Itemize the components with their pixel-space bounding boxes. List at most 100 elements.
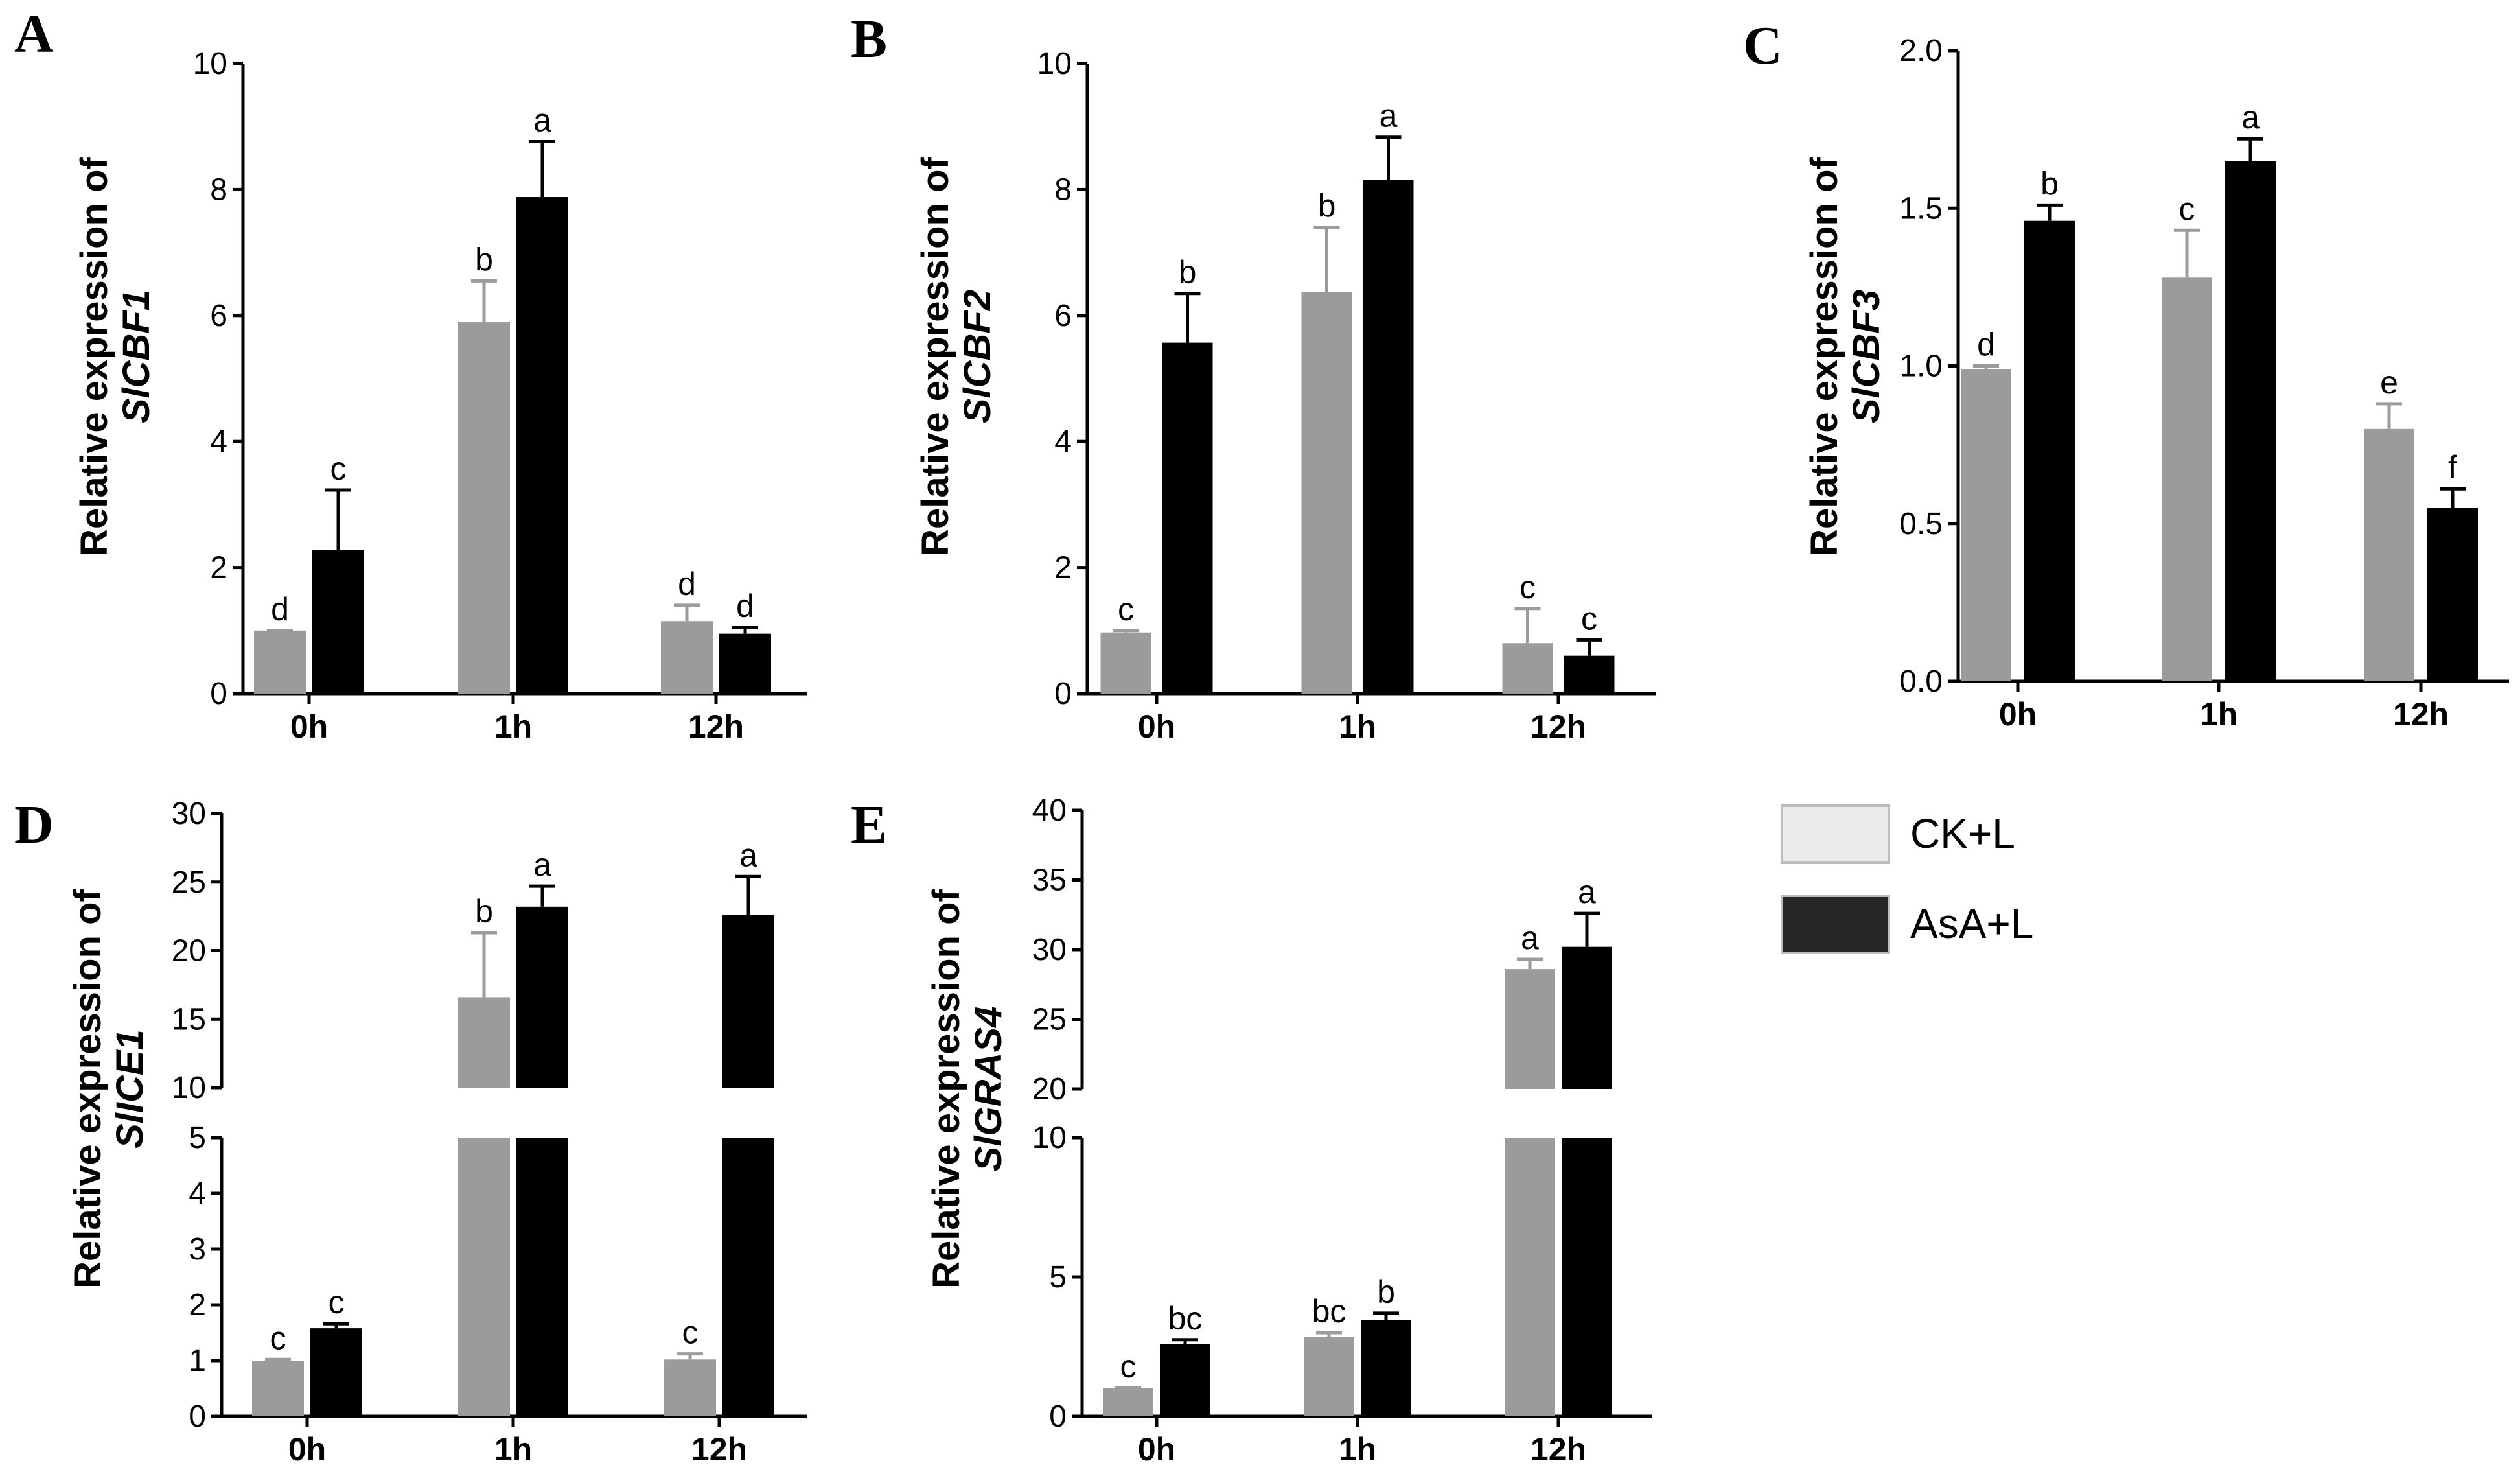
panel-e-bar-ck-0h: [1103, 1388, 1153, 1416]
panel-e-significance-letter: a: [1578, 874, 1596, 910]
panel-c-bar-asa-12h: [2427, 508, 2478, 681]
panel-e-letter: E: [851, 795, 887, 855]
panel-d-category-label: 12h: [691, 1431, 747, 1468]
panel-c-ylabel-line2: SlCBF3: [1845, 290, 1888, 423]
panel-c-significance-letter: b: [2040, 165, 2059, 202]
panel-d-significance-letter: c: [682, 1315, 699, 1351]
panel-e-y-tick-label: 35: [1032, 863, 1067, 898]
panel-a-bar-asa-12h: [719, 633, 771, 694]
panel-e-ylabel-line2: SlGRAS4: [967, 1007, 1010, 1172]
panel-c-bar-ck-0h: [1961, 369, 2011, 681]
panel-d-bar-asa-1h-upper: [516, 906, 568, 1088]
panel-b-category-label: 1h: [1339, 708, 1376, 745]
panel-c-significance-letter: e: [2380, 364, 2398, 401]
legend: CK+L AsA+L: [1781, 804, 2033, 954]
panel-d-bar-ck-1h-upper: [458, 997, 510, 1088]
panel-c-significance-letter: f: [2448, 449, 2457, 485]
panel-a-category-label: 0h: [290, 708, 328, 745]
panel-b-significance-letter: c: [1118, 591, 1134, 627]
panel-a-significance-letter: b: [475, 241, 493, 277]
panel-e-y-tick-label: 10: [1032, 1121, 1067, 1155]
panel-a-y-tick-label: 0: [210, 677, 227, 711]
panel-b-bar-ck-1h: [1301, 292, 1352, 694]
panel-a-bar-ck-0h: [254, 630, 306, 694]
panel-e-y-tick-label: 25: [1032, 1003, 1067, 1037]
panel-a-y-tick-label: 6: [210, 299, 227, 333]
panel-a-letter: A: [14, 4, 54, 64]
panel-b-category-label: 12h: [1531, 708, 1586, 745]
panel-d-y-tick-label: 4: [189, 1176, 206, 1211]
panel-b-ylabel-line1: Relative expression of: [914, 156, 956, 556]
panel-e-significance-letter: a: [1521, 920, 1539, 956]
panel-b-significance-letter: a: [1380, 98, 1398, 134]
panel-d-y-tick-label: 30: [172, 797, 206, 831]
panel-c-y-tick-label: 0.5: [1899, 507, 1943, 541]
panel-b-bar-ck-12h: [1502, 643, 1553, 694]
panel-b-y-tick-label: 4: [1054, 425, 1072, 459]
panel-e-significance-letter: c: [1120, 1348, 1137, 1385]
panel-c-y-tick-label: 1.0: [1899, 349, 1943, 384]
panel-b-significance-letter: b: [1179, 254, 1197, 290]
panel-b-y-tick-label: 8: [1054, 172, 1072, 207]
panel-b-significance-letter: b: [1318, 188, 1336, 224]
panel-a-ylabel-line1: Relative expression of: [73, 156, 115, 556]
panel-a-bar-asa-1h: [516, 197, 568, 694]
panel-b: B 0 2 4 6 8 10 0h c b 1h b a 12h c c Relative expression…: [851, 9, 1656, 745]
panel-d-y-tick-label: 25: [172, 865, 206, 900]
panel-c-category-label: 12h: [2393, 696, 2449, 732]
panel-b-y-tick-label: 10: [1037, 47, 1072, 81]
panel-a-significance-letter: a: [533, 102, 551, 139]
panel-a-y-tick-label: 8: [210, 172, 227, 207]
panel-b-bar-asa-1h: [1363, 180, 1414, 694]
panel-e-ylabel-line1: Relative expression of: [925, 889, 967, 1288]
panel-e-y-tick-label: 5: [1049, 1260, 1067, 1294]
panel-d-significance-letter: b: [475, 893, 493, 930]
panel-e-category-label: 0h: [1138, 1431, 1175, 1468]
panel-b-bar-ck-0h: [1100, 632, 1151, 694]
panel-b-y-tick-label: 6: [1054, 299, 1072, 333]
panel-d-significance-letter: a: [739, 837, 757, 873]
panel-d-category-label: 0h: [288, 1431, 326, 1468]
panel-d-bar-ck-1h-lower: [458, 1138, 510, 1416]
panel-d-y-tick-label: 3: [189, 1232, 206, 1267]
panel-c-significance-letter: d: [1977, 327, 1995, 363]
panel-d-y-tick-label: 15: [172, 1002, 206, 1036]
panel-a-significance-letter: c: [330, 450, 347, 487]
panel-a-y-tick-label: 10: [193, 47, 227, 81]
panel-d-y-tick-label: 1: [189, 1344, 206, 1378]
legend-swatch-asa: [1781, 895, 1890, 954]
panel-c-bar-ck-1h: [2162, 277, 2212, 681]
panel-c-bar-asa-0h: [2024, 220, 2075, 682]
panel-a-significance-letter: d: [271, 591, 289, 627]
panel-c-ylabel-line1: Relative expression of: [1803, 156, 1845, 556]
panel-d-bar-ck-12h: [664, 1359, 716, 1416]
panel-e-significance-letter: b: [1377, 1274, 1395, 1310]
panel-e-bar-asa-1h: [1361, 1320, 1411, 1416]
legend-label-asa: AsA+L: [1910, 900, 2033, 947]
panel-b-y-tick-label: 2: [1054, 551, 1072, 585]
panel-b-bar-asa-12h: [1564, 655, 1615, 694]
panel-b-significance-letter: c: [1581, 600, 1597, 637]
panel-e-bar-asa-12h-upper: [1562, 946, 1612, 1089]
panel-c-letter: C: [1743, 16, 1783, 76]
panel-b-category-label: 0h: [1138, 708, 1175, 745]
panel-d-significance-letter: c: [270, 1320, 286, 1356]
panel-d-significance-letter: c: [329, 1284, 345, 1320]
panel-d-letter: D: [14, 795, 54, 855]
panel-c-bar-asa-1h: [2225, 161, 2276, 681]
panel-b-letter: B: [851, 9, 887, 69]
panel-e-bar-ck-1h: [1304, 1337, 1354, 1416]
panel-c-y-tick-label: 2.0: [1899, 34, 1943, 68]
panel-d-ylabel-line2: SlICE1: [109, 1029, 151, 1149]
panel-b-y-tick-label: 0: [1054, 677, 1072, 711]
panel-c: C 0.0 0.5 1.0 1.5 2.0 0h d b 1h c a 12h e f Relative ex…: [1743, 16, 2509, 732]
panel-b-significance-letter: c: [1520, 569, 1536, 605]
panel-c-significance-letter: a: [2241, 99, 2260, 135]
panel-d-bar-asa-0h: [310, 1328, 362, 1416]
panel-a-category-label: 1h: [494, 708, 532, 745]
panel-d-y-tick-label: 0: [189, 1399, 206, 1434]
panel-d-y-tick-label: 5: [189, 1121, 206, 1155]
